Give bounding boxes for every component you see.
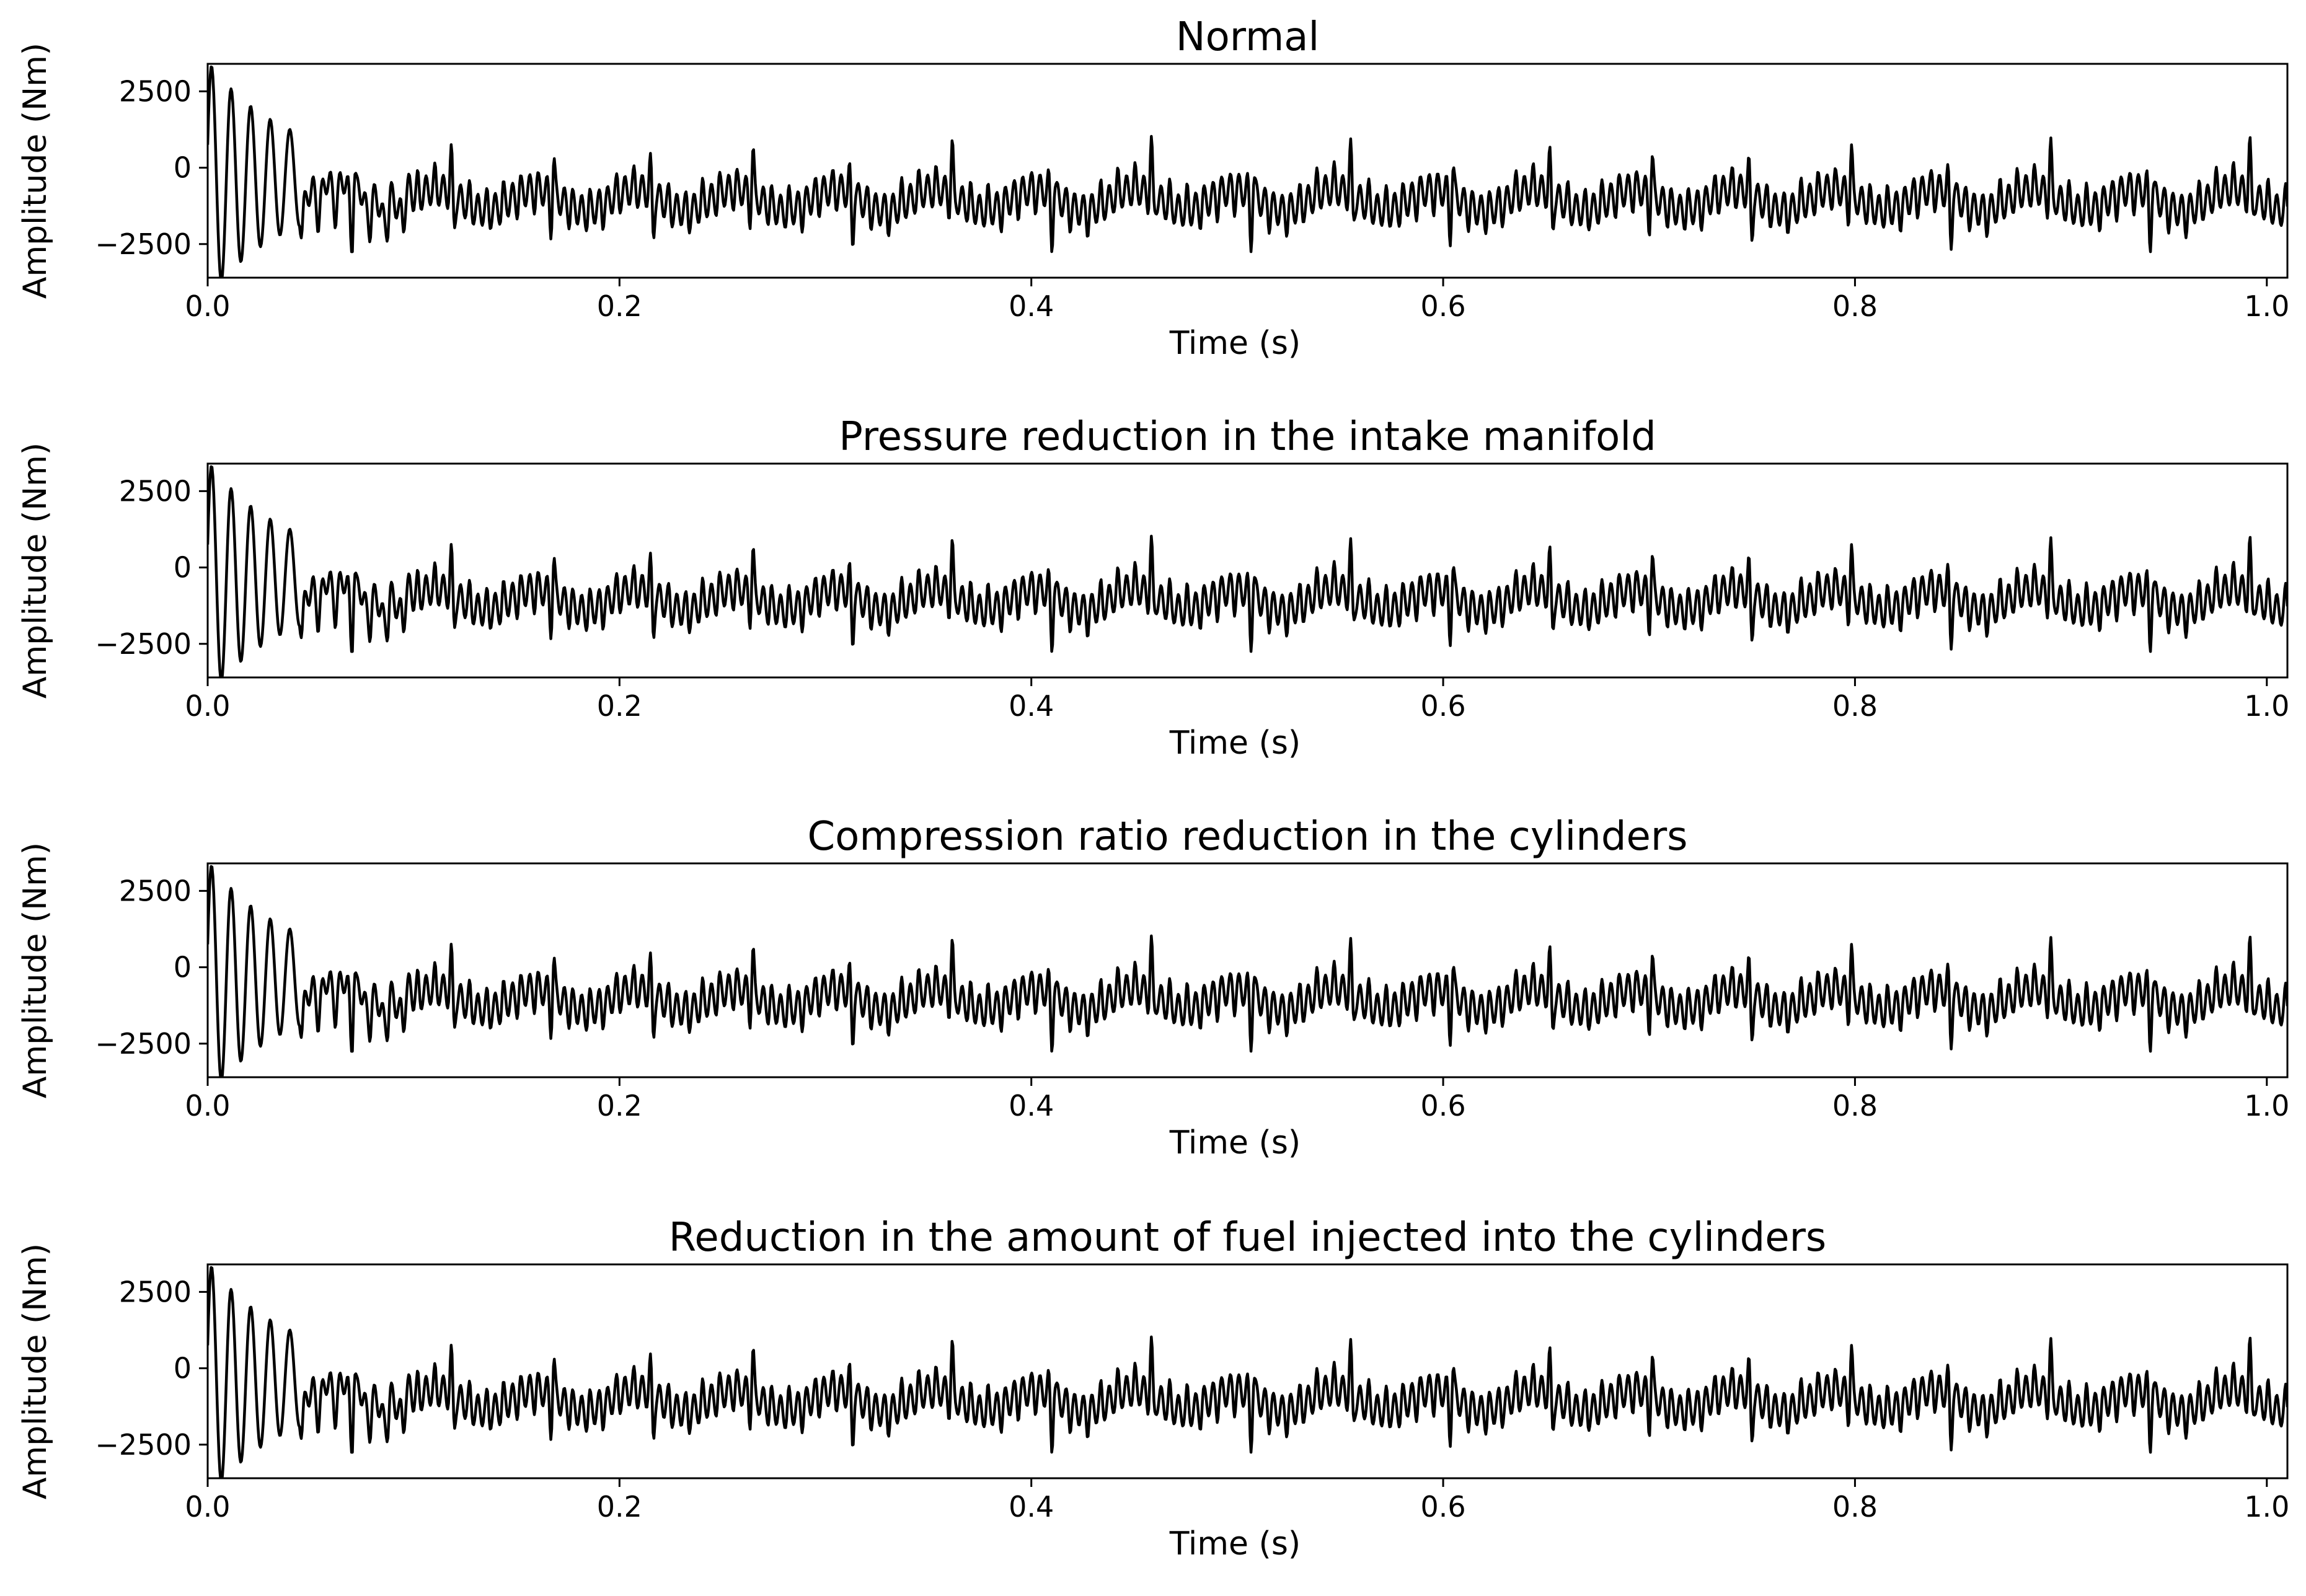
series-line-torque bbox=[208, 65, 2287, 278]
y-axis-label: Amplitude (Nm) bbox=[17, 43, 54, 299]
y-tick-label: 0 bbox=[174, 551, 192, 584]
y-tick-label: 2500 bbox=[119, 74, 192, 108]
subplot-3: Compression ratio reduction in the cylin… bbox=[17, 814, 2289, 1162]
y-tick-label: 2500 bbox=[119, 474, 192, 508]
y-tick-label: −2500 bbox=[95, 227, 192, 261]
series-line-torque bbox=[208, 465, 2287, 677]
x-tick-label: 0.8 bbox=[1832, 289, 1878, 323]
chart-title: Pressure reduction in the intake manifol… bbox=[839, 414, 1656, 460]
plot-frame bbox=[206, 1263, 2289, 1479]
y-axis-label: Amplitude (Nm) bbox=[17, 842, 54, 1098]
chart-title: Normal bbox=[1176, 14, 1320, 60]
x-tick-label: 1.0 bbox=[2244, 289, 2289, 323]
x-axis-label: Time (s) bbox=[1169, 725, 1301, 762]
x-tick-label: 0.2 bbox=[597, 1089, 642, 1122]
x-tick-label: 0.6 bbox=[1420, 1490, 1465, 1523]
x-tick-label: 0.4 bbox=[1009, 1490, 1054, 1523]
plot-frame bbox=[206, 462, 2289, 679]
y-tick-label: 0 bbox=[174, 1352, 192, 1385]
y-tick-label: 0 bbox=[174, 951, 192, 984]
series-line-torque bbox=[208, 865, 2287, 1077]
x-tick-label: 0.6 bbox=[1420, 1089, 1465, 1122]
x-tick-label: 0.8 bbox=[1832, 1089, 1878, 1122]
series-line-torque bbox=[208, 1266, 2287, 1478]
x-tick-label: 0.2 bbox=[597, 689, 642, 723]
x-tick-label: 1.0 bbox=[2244, 689, 2289, 723]
x-tick-label: 0.0 bbox=[185, 1490, 230, 1523]
y-tick-label: 2500 bbox=[119, 1275, 192, 1308]
x-tick-label: 0.6 bbox=[1420, 289, 1465, 323]
y-tick-label: −2500 bbox=[95, 627, 192, 661]
x-tick-label: 0.2 bbox=[597, 1490, 642, 1523]
y-tick-label: 0 bbox=[174, 151, 192, 185]
x-axis-label: Time (s) bbox=[1169, 325, 1301, 362]
plot-frame bbox=[206, 862, 2289, 1078]
subplot-2: Pressure reduction in the intake manifol… bbox=[17, 414, 2289, 762]
x-axis-label: Time (s) bbox=[1169, 1525, 1301, 1563]
subplot-1: Normal 0.0 0.2 0.4 0.6 0.8 1.0 2500 0 −2500 Time (… bbox=[17, 14, 2289, 362]
x-tick-label: 0.4 bbox=[1009, 689, 1054, 723]
x-tick-label: 0.0 bbox=[185, 689, 230, 723]
x-tick-label: 1.0 bbox=[2244, 1490, 2289, 1523]
chart-title: Reduction in the amount of fuel injected… bbox=[669, 1215, 1827, 1261]
x-tick-label: 0.2 bbox=[597, 289, 642, 323]
y-tick-label: 2500 bbox=[119, 874, 192, 907]
x-tick-label: 0.0 bbox=[185, 1089, 230, 1122]
y-tick-label: −2500 bbox=[95, 1428, 192, 1462]
x-axis-label: Time (s) bbox=[1169, 1124, 1301, 1162]
x-tick-label: 0.8 bbox=[1832, 689, 1878, 723]
y-tick-label: −2500 bbox=[95, 1027, 192, 1060]
y-axis-label: Amplitude (Nm) bbox=[17, 443, 54, 699]
y-axis-label: Amplitude (Nm) bbox=[17, 1243, 54, 1499]
x-tick-label: 0.4 bbox=[1009, 1089, 1054, 1122]
chart-title: Compression ratio reduction in the cylin… bbox=[807, 814, 1687, 860]
x-tick-label: 0.6 bbox=[1420, 689, 1465, 723]
plot-frame bbox=[206, 63, 2289, 279]
x-tick-label: 0.8 bbox=[1832, 1490, 1878, 1523]
x-tick-label: 0.4 bbox=[1009, 289, 1054, 323]
subplot-4: Reduction in the amount of fuel injected… bbox=[17, 1215, 2289, 1563]
x-tick-label: 0.0 bbox=[185, 289, 230, 323]
x-tick-label: 1.0 bbox=[2244, 1089, 2289, 1122]
